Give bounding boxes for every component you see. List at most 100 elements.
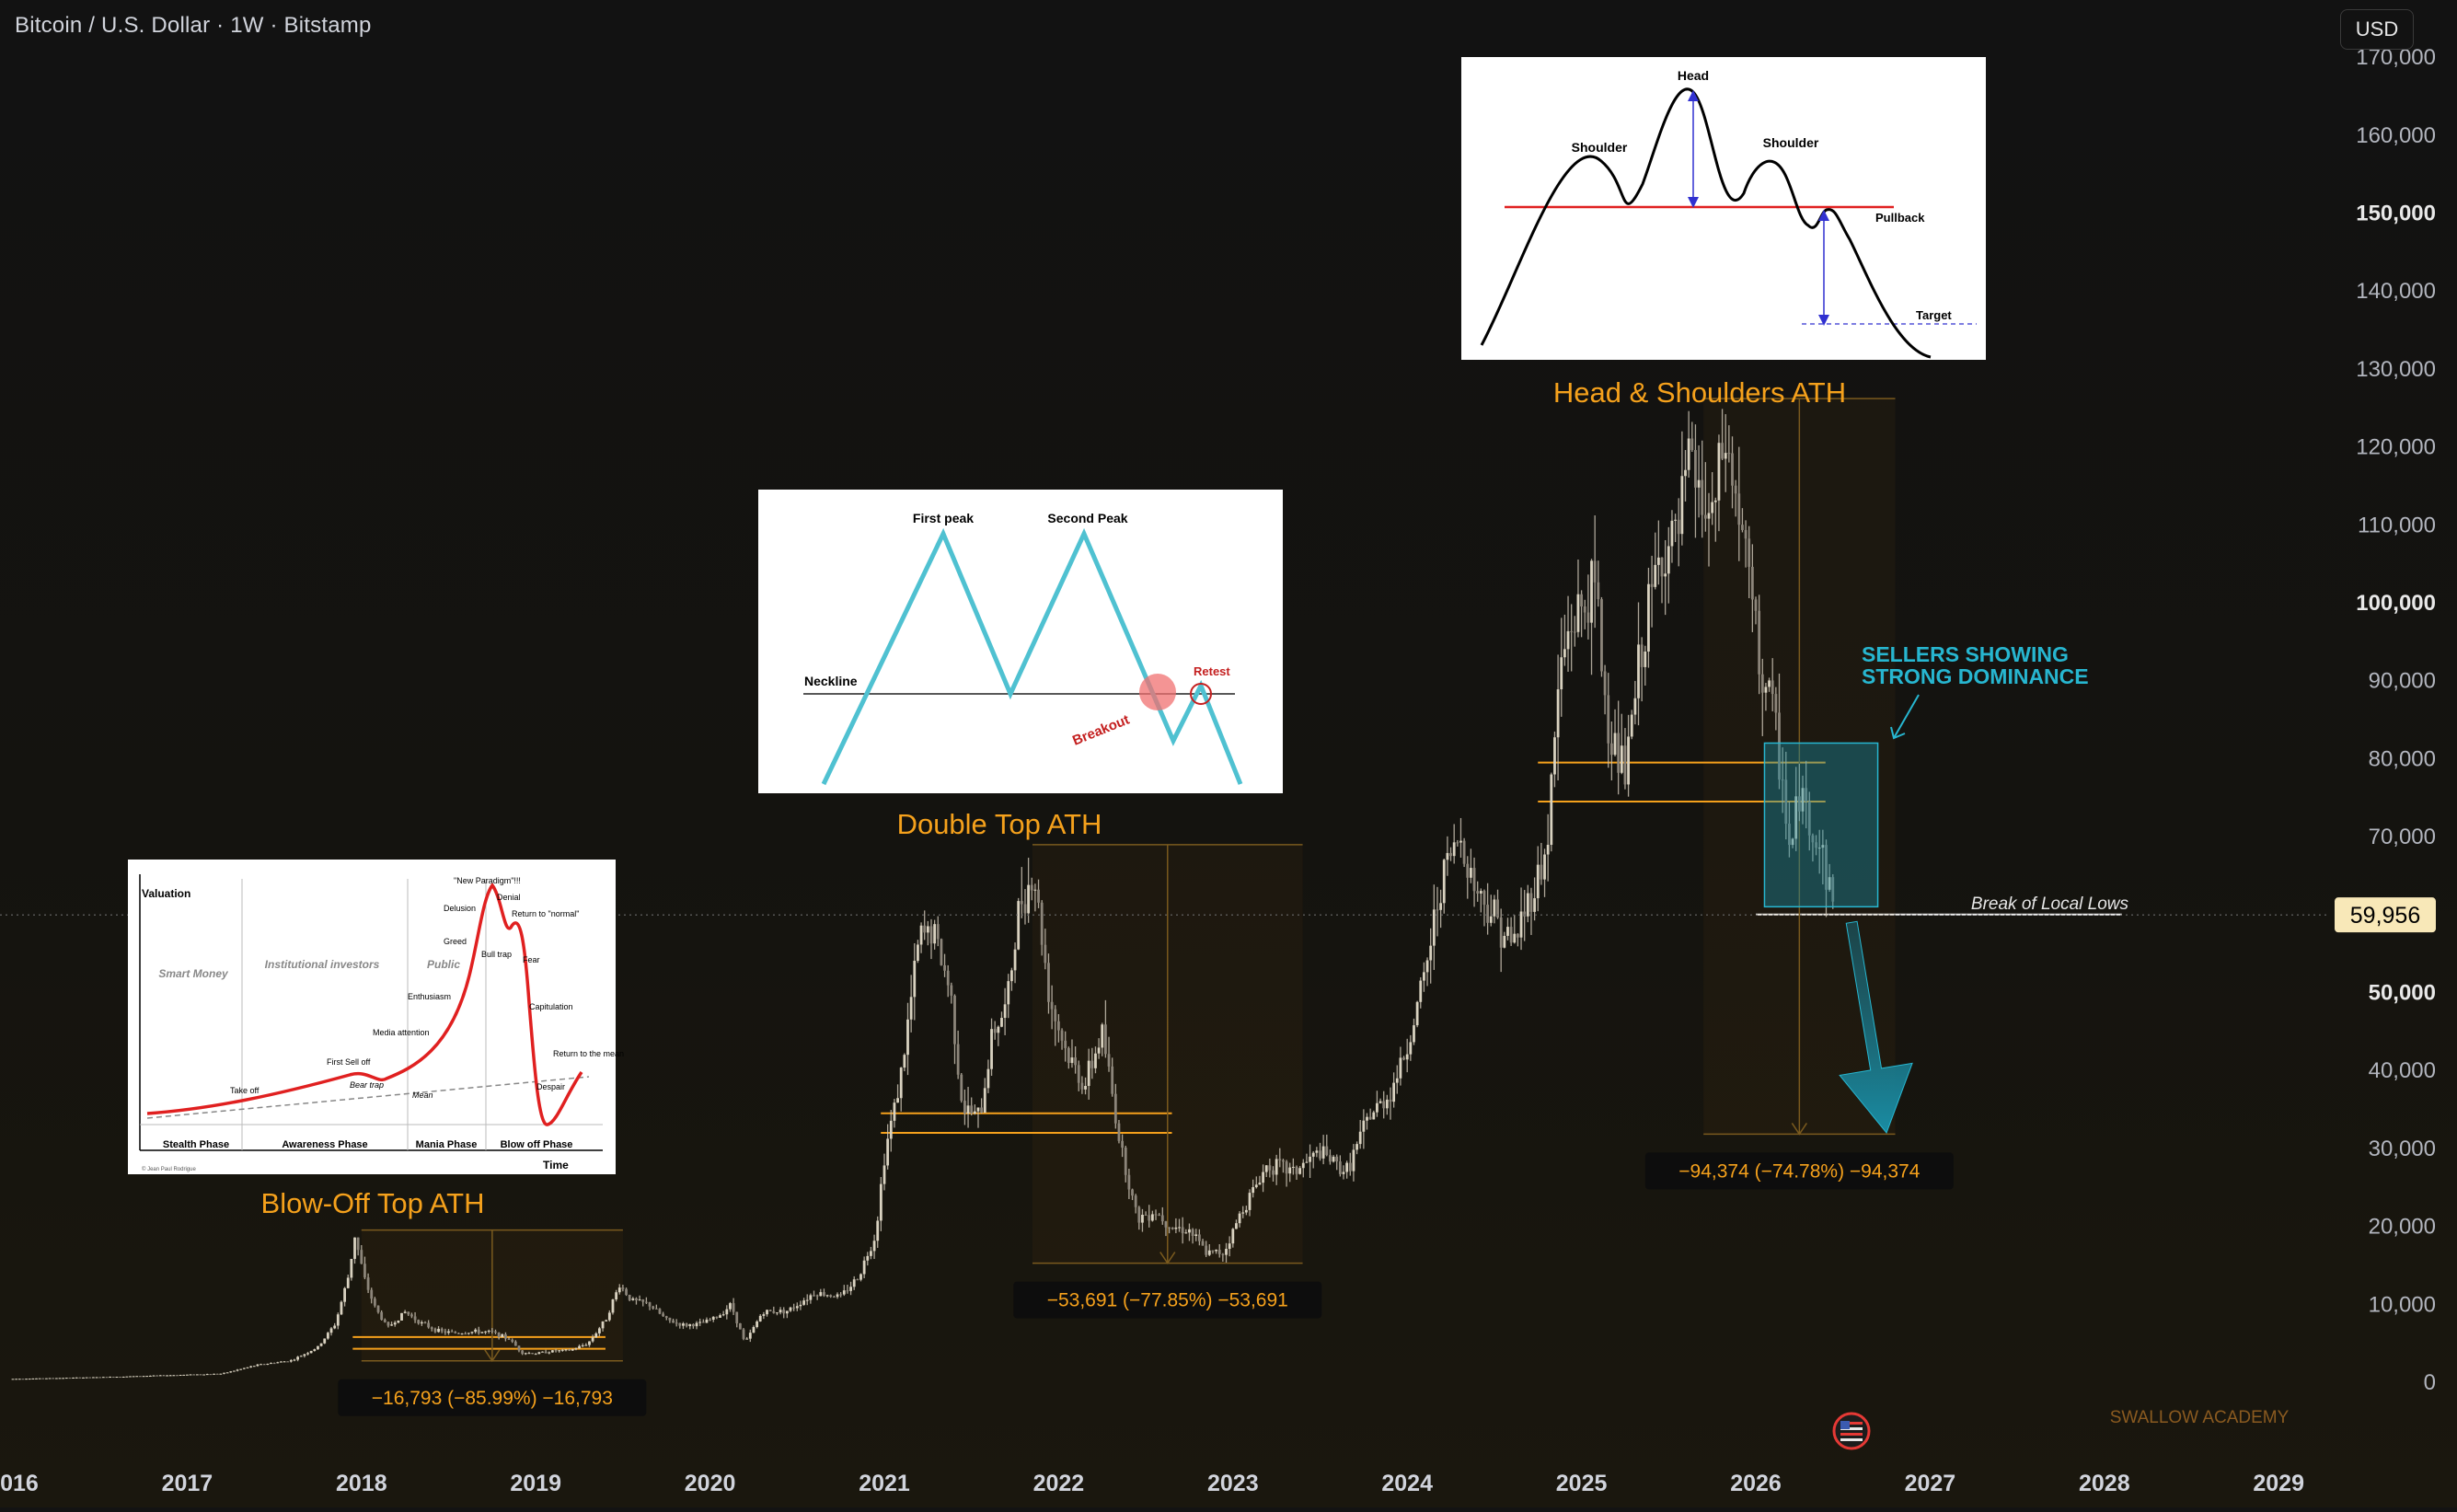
measure-arrow (1791, 1122, 1807, 1136)
inset-bubble-label: Bear trap (350, 1080, 384, 1090)
price-candle-body (129, 1376, 132, 1378)
price-candle-body (423, 1322, 427, 1323)
price-candle-body (1067, 1047, 1070, 1064)
price-candle-body (1168, 1227, 1171, 1229)
price-candle-body (213, 1373, 215, 1375)
price-candle-body (219, 1373, 223, 1375)
price-candle-body (1348, 1162, 1352, 1172)
price-candle-body (1482, 891, 1486, 906)
us-flag-event-icon[interactable] (1832, 1412, 1871, 1450)
price-candle-body (1721, 443, 1724, 459)
price-candle-body (75, 1377, 78, 1379)
inset-hs-pullback: Pullback (1875, 211, 1925, 225)
price-candle-body (1593, 560, 1597, 583)
price-candle-body (497, 1332, 501, 1338)
price-candle-body (1413, 1025, 1415, 1043)
price-candle-body (272, 1363, 276, 1365)
inset-bubble-phase: Stealth Phase (163, 1139, 229, 1150)
price-candle-body (1713, 500, 1717, 502)
price-candle-body (591, 1337, 594, 1342)
price-candle-body (1090, 1060, 1094, 1068)
price-candle-body (598, 1328, 601, 1333)
price-candle-body (1074, 1057, 1078, 1066)
price-candle-body (457, 1333, 460, 1334)
price-tick-label: 40,000 (2369, 1058, 2436, 1083)
price-candle-body (715, 1316, 719, 1318)
inset-bubble-label: Capitulation (529, 1002, 573, 1011)
price-candle-body (524, 1353, 527, 1355)
price-candle-body (1258, 1183, 1262, 1185)
price-candle-body (789, 1307, 792, 1311)
price-candle-body (973, 1111, 976, 1114)
currency-button[interactable]: USD (2340, 9, 2414, 50)
price-tick-label: 20,000 (2369, 1215, 2436, 1240)
symbol-title[interactable]: Bitcoin / U.S. Dollar · 1W · Bitstamp (15, 13, 372, 38)
price-candle-body (1368, 1116, 1372, 1120)
price-candle-body (839, 1294, 843, 1296)
price-candle-body (1536, 864, 1540, 899)
price-candle-body (1252, 1187, 1255, 1194)
axes-layer: 010,00020,00030,00040,00050,00060,00070,… (0, 45, 2436, 1496)
break-local-lows-label: Break of Local Lows (1971, 895, 2129, 914)
price-candle-body (980, 1107, 984, 1114)
price-candle-body (490, 1330, 494, 1332)
price-candle-body (1737, 493, 1741, 525)
price-candle-body (1452, 842, 1456, 857)
price-candle-body (1617, 733, 1621, 773)
price-candle-body (383, 1320, 386, 1322)
price-candle-body (926, 926, 929, 933)
price-candle-body (1489, 916, 1493, 923)
price-candle-body (1801, 788, 1805, 812)
price-candle-body (1442, 860, 1446, 904)
overlay-layer (1763, 742, 1913, 1134)
price-candle-body (1506, 927, 1509, 936)
price-candle-body (685, 1323, 688, 1327)
price-candle-body (1597, 582, 1600, 600)
price-candle-body (625, 1288, 628, 1296)
price-candle-body (899, 1068, 903, 1099)
price-candle-body (990, 1029, 993, 1069)
inset-double-top: First peak Second Peak Neckline Breakout… (758, 490, 1283, 793)
price-candle-body (711, 1316, 715, 1321)
price-candle-body (1768, 680, 1771, 687)
inset-bubble-label: Fear (523, 955, 540, 964)
price-candle-body (641, 1299, 645, 1302)
price-candle-body (906, 1019, 909, 1056)
price-candle-body (1291, 1166, 1295, 1168)
price-candle-body (956, 1044, 960, 1075)
price-candle-body (772, 1310, 776, 1313)
inset-bubble-label: First Sell off (327, 1057, 371, 1067)
price-candle-body (460, 1333, 464, 1335)
price-candle-body (1580, 594, 1583, 606)
price-candle-body (346, 1277, 350, 1288)
price-candle-body (202, 1374, 206, 1376)
price-candle-body (866, 1255, 870, 1261)
price-candle-body (1654, 564, 1657, 587)
price-candle-body (1188, 1229, 1191, 1233)
inset-bubble-credit: © Jean Paul Rodrigue (142, 1166, 196, 1172)
price-candle-body (856, 1279, 859, 1281)
price-candle-body (1111, 1066, 1114, 1094)
price-candle-body (1703, 514, 1707, 519)
price-candle-body (1583, 606, 1586, 613)
price-candle-body (266, 1363, 270, 1365)
price-candle-body (1288, 1167, 1292, 1174)
measure-label: −94,374 (−74.78%) −94,374 (1678, 1160, 1920, 1182)
inset-bubble-bg (128, 860, 616, 1174)
inset-double-top-curve (821, 527, 1243, 786)
price-candle-body (279, 1361, 283, 1363)
price-candle-body (1586, 612, 1590, 623)
measure-label: −53,691 (−77.85%) −53,691 (1047, 1290, 1288, 1311)
time-tick-label: 2016 (0, 1471, 39, 1496)
price-candle-body (95, 1377, 98, 1379)
measure-label-bg (1644, 1152, 1954, 1190)
price-candle-body (454, 1332, 457, 1333)
price-candle-body (326, 1333, 329, 1339)
price-candle-body (1117, 1123, 1121, 1141)
price-candle-body (1513, 933, 1517, 943)
price-candle-body (1805, 788, 1808, 802)
price-candle-body (186, 1374, 189, 1376)
price-candle-body (1389, 1099, 1392, 1102)
price-candle-body (1750, 566, 1754, 600)
